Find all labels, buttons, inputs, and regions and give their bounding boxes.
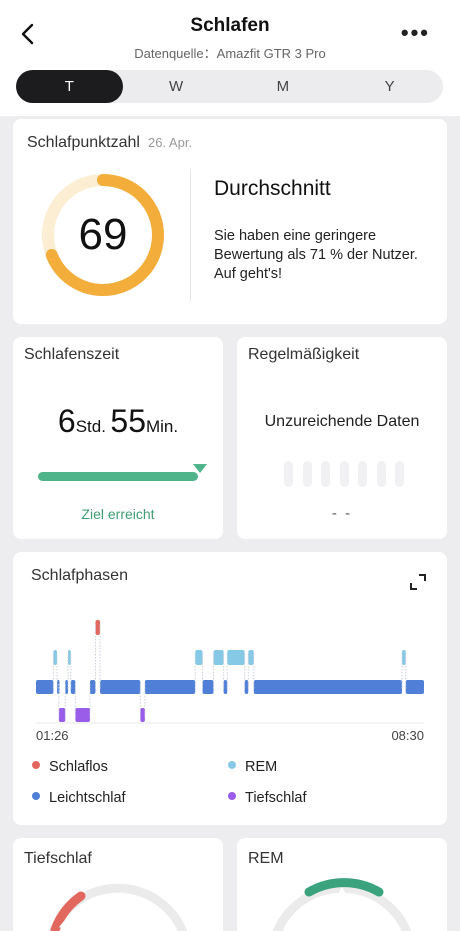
legend-awake: Schlaflos bbox=[32, 759, 108, 775]
header: Schlafen Datenquelle：Amazfit GTR 3 Pro •… bbox=[0, 0, 460, 116]
rem-gauge bbox=[272, 878, 412, 931]
phase-segment-deep bbox=[75, 708, 90, 722]
phase-segment-light bbox=[253, 680, 403, 694]
phase-segment-awake bbox=[95, 620, 101, 635]
phase-segment-rem bbox=[248, 650, 254, 665]
goal-marker-icon bbox=[193, 464, 207, 473]
expand-icon[interactable] bbox=[408, 572, 428, 592]
phase-segment-light bbox=[100, 680, 141, 694]
regularity-placeholder-bars bbox=[284, 461, 404, 487]
sleep-score-title-text: Schlafpunktzahl bbox=[27, 134, 140, 151]
regularity-message: Unzureichende Daten bbox=[264, 413, 420, 430]
legend-rem: REM bbox=[228, 759, 277, 775]
phase-segment-light bbox=[244, 680, 249, 694]
phase-segment-rem bbox=[195, 650, 203, 665]
legend-awake-dot bbox=[32, 761, 40, 770]
phase-segment-light bbox=[89, 680, 96, 694]
sleep-minutes-unit: Min. bbox=[145, 417, 179, 436]
deep-sleep-title: Tiefschlaf bbox=[24, 850, 92, 867]
regularity-card[interactable]: Regelmäßigkeit Unzureichende Daten - - bbox=[237, 337, 447, 539]
legend-light: Leichtschlaf bbox=[32, 790, 126, 806]
sleep-time-title: Schlafenszeit bbox=[24, 346, 120, 363]
phase-segment-rem bbox=[227, 650, 245, 665]
phase-segment-deep bbox=[140, 708, 145, 722]
phase-segment-light bbox=[405, 680, 424, 694]
phase-segment-light bbox=[144, 680, 196, 694]
regularity-value: - - bbox=[331, 505, 353, 522]
phase-segment-light bbox=[202, 680, 214, 694]
phase-segment-rem bbox=[402, 650, 406, 665]
phase-segment-light bbox=[223, 680, 228, 694]
divider bbox=[190, 169, 191, 301]
sleep-score-value: 69 bbox=[78, 210, 128, 259]
legend-deep-label: Tiefschlaf bbox=[245, 790, 307, 806]
sleep-minutes: 55 bbox=[110, 403, 146, 439]
sleep-score-date: 26. Apr. bbox=[147, 135, 193, 150]
phase-segment-light bbox=[70, 680, 76, 694]
tab-day[interactable]: T bbox=[16, 70, 123, 103]
rem-title: REM bbox=[248, 850, 284, 867]
placeholder-bar bbox=[284, 461, 293, 487]
phase-segment-rem bbox=[68, 650, 71, 665]
legend-rem-dot bbox=[228, 761, 236, 770]
placeholder-bar bbox=[321, 461, 330, 487]
sleep-hours: 6 bbox=[57, 403, 76, 439]
placeholder-bar bbox=[395, 461, 404, 487]
legend-awake-label: Schlaflos bbox=[49, 759, 108, 775]
period-selector: T W M Y bbox=[16, 70, 443, 103]
phase-segment-deep bbox=[58, 708, 66, 722]
chart-start-time: 01:26 bbox=[36, 728, 69, 743]
sleep-phases-chart bbox=[36, 620, 424, 724]
sleep-score-title: Schlafpunktzahl 26. Apr. bbox=[27, 134, 192, 152]
placeholder-bar bbox=[358, 461, 367, 487]
regularity-title: Regelmäßigkeit bbox=[248, 346, 360, 363]
tab-week[interactable]: W bbox=[169, 78, 184, 95]
chevron-left-icon[interactable] bbox=[14, 20, 42, 48]
phase-segment-light bbox=[36, 680, 54, 694]
page-title: Schlafen bbox=[190, 15, 270, 36]
sleep-time-card[interactable]: Schlafenszeit 6Std. 55Min. Ziel erreicht bbox=[13, 337, 223, 539]
phase-segment-rem bbox=[213, 650, 224, 665]
deep-sleep-card[interactable]: Tiefschlaf bbox=[13, 838, 223, 931]
data-source-label: Datenquelle：Amazfit GTR 3 Pro bbox=[134, 46, 326, 61]
rem-card[interactable]: REM bbox=[237, 838, 447, 931]
sleep-phases-card[interactable]: Schlafphasen 01:26 08:30 Schlaflos REM L… bbox=[13, 552, 447, 825]
sleep-hours-unit: Std. bbox=[75, 417, 106, 436]
placeholder-bar bbox=[302, 461, 312, 487]
deep-sleep-gauge bbox=[48, 883, 188, 931]
sleep-phases-title: Schlafphasen bbox=[31, 567, 128, 584]
legend-deep: Tiefschlaf bbox=[228, 790, 307, 806]
sleep-score-card[interactable]: Schlafpunktzahl 26. Apr. 69 Durchschnitt … bbox=[13, 119, 447, 324]
phase-segment-light bbox=[65, 680, 69, 694]
sleep-goal-progress-bar bbox=[38, 472, 198, 481]
placeholder-bar bbox=[376, 461, 386, 487]
legend-light-dot bbox=[32, 792, 40, 801]
sleep-goal-status: Ziel erreicht bbox=[81, 506, 155, 522]
phase-segment-rem bbox=[53, 650, 58, 665]
more-dots-icon[interactable]: ••• bbox=[400, 20, 430, 45]
sleep-score-ring bbox=[42, 174, 164, 296]
tab-year[interactable]: Y bbox=[384, 78, 395, 95]
tab-month[interactable]: M bbox=[276, 78, 290, 95]
legend-deep-dot bbox=[228, 792, 236, 801]
sleep-score-level: Durchschnitt bbox=[214, 177, 331, 200]
placeholder-bar bbox=[339, 461, 349, 487]
legend-rem-label: REM bbox=[245, 759, 278, 775]
legend-light-label: Leichtschlaf bbox=[49, 790, 126, 806]
sleep-duration: 6Std. 55Min. bbox=[13, 403, 223, 440]
sleep-score-description: Sie haben eine geringere Bewertung als 7… bbox=[214, 228, 418, 282]
chart-end-time: 08:30 bbox=[391, 728, 424, 743]
